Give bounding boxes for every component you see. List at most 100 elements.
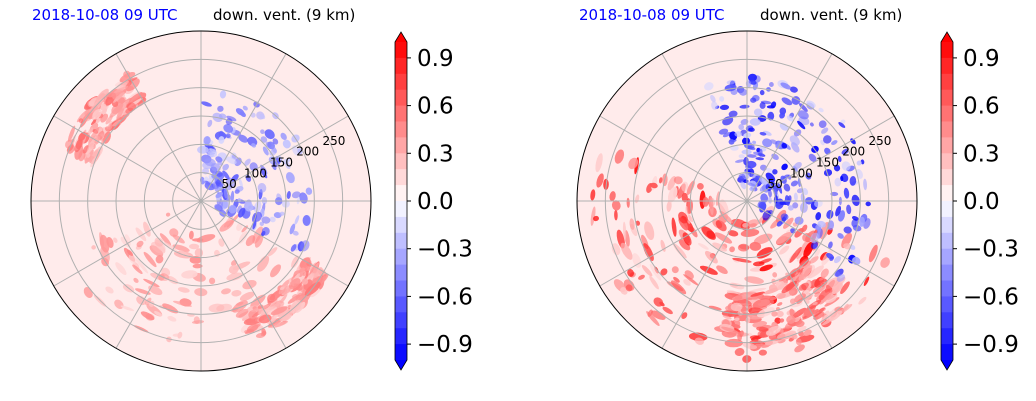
panel-1-date-label: 2018-10-08 09 UTC bbox=[32, 6, 178, 24]
field-blob bbox=[92, 109, 102, 120]
colorbar-level bbox=[941, 216, 953, 234]
field-blob bbox=[859, 216, 865, 227]
field-blob bbox=[280, 132, 287, 140]
field-blob bbox=[673, 243, 687, 259]
angular-gridline bbox=[53, 115, 202, 202]
field-blob bbox=[819, 291, 833, 305]
colorbar-extend-max bbox=[941, 32, 953, 42]
field-blob bbox=[230, 190, 235, 203]
field-blob bbox=[222, 199, 229, 209]
field-blob bbox=[290, 244, 297, 252]
field-blob bbox=[762, 130, 772, 136]
colorbar-level bbox=[941, 296, 953, 313]
field-blob bbox=[738, 173, 746, 179]
field-blob bbox=[260, 136, 268, 143]
field-blob bbox=[261, 216, 271, 224]
field-blob bbox=[734, 131, 742, 138]
field-blob bbox=[291, 255, 300, 269]
field-blob bbox=[273, 314, 279, 319]
colorbar-level bbox=[395, 42, 407, 59]
field-blob bbox=[792, 307, 807, 319]
field-blob bbox=[165, 212, 171, 217]
field-blob bbox=[813, 311, 825, 320]
field-blob bbox=[267, 247, 278, 257]
field-blob bbox=[748, 223, 757, 228]
field-blob bbox=[880, 257, 890, 268]
field-blob bbox=[245, 174, 252, 182]
field-blob bbox=[221, 288, 231, 295]
field-blob bbox=[84, 105, 98, 122]
colorbar-level bbox=[395, 201, 407, 218]
panel-2-field-label: down. vent. (9 km) bbox=[760, 6, 903, 24]
field-blob bbox=[789, 308, 795, 317]
field-blob bbox=[120, 305, 135, 312]
field-blob bbox=[82, 145, 90, 154]
field-blob bbox=[757, 307, 775, 318]
colorbar-level bbox=[941, 248, 953, 266]
field-blob bbox=[305, 187, 313, 195]
field-blob bbox=[169, 228, 179, 237]
colorbar-tick-label: 0.0 bbox=[417, 189, 454, 215]
field-blob bbox=[803, 329, 812, 336]
colorbar-tick-label: 0.9 bbox=[417, 46, 454, 72]
field-blob bbox=[818, 288, 831, 301]
field-blob bbox=[279, 211, 285, 216]
field-blob bbox=[590, 189, 596, 201]
field-blob bbox=[825, 284, 833, 293]
field-blob bbox=[159, 233, 172, 246]
field-blob bbox=[759, 102, 766, 109]
colorbar-level bbox=[395, 153, 407, 170]
field-blob bbox=[109, 103, 124, 118]
angular-gridline bbox=[599, 200, 748, 287]
colorbar-level bbox=[395, 185, 407, 202]
field-blob bbox=[846, 204, 852, 215]
field-blob bbox=[219, 90, 227, 99]
colorbar-level bbox=[941, 73, 953, 91]
field-blob bbox=[828, 241, 833, 249]
field-blob bbox=[818, 120, 827, 129]
field-blob bbox=[91, 245, 96, 250]
field-blob bbox=[688, 332, 708, 342]
field-blob bbox=[776, 220, 783, 227]
field-blob bbox=[753, 177, 763, 185]
field-blob bbox=[282, 158, 291, 165]
field-blob bbox=[667, 186, 678, 203]
field-blob bbox=[768, 284, 777, 292]
field-blob bbox=[626, 197, 630, 208]
field-blob bbox=[289, 223, 296, 235]
field-blob bbox=[288, 278, 301, 290]
field-blob bbox=[807, 265, 824, 279]
field-blob bbox=[753, 151, 765, 157]
field-blob bbox=[781, 97, 793, 106]
field-blob bbox=[781, 163, 788, 171]
field-blob bbox=[719, 96, 725, 102]
colorbar-level bbox=[941, 201, 953, 218]
field-blob bbox=[217, 105, 224, 112]
field-blob bbox=[768, 196, 772, 204]
colorbar-tick-label: −0.3 bbox=[417, 237, 473, 263]
field-blob bbox=[197, 145, 209, 154]
colorbar-tick-label: −0.6 bbox=[963, 284, 1019, 310]
field-blob bbox=[754, 338, 759, 343]
colorbar-level bbox=[941, 105, 953, 122]
field-blob bbox=[662, 306, 673, 315]
colorbar-level bbox=[395, 73, 407, 91]
colorbar-level bbox=[941, 57, 953, 75]
field-blob bbox=[728, 138, 735, 145]
field-blob bbox=[837, 233, 844, 239]
field-blob bbox=[730, 302, 743, 312]
angular-gridline bbox=[746, 115, 895, 202]
colorbar-tick-label: −0.3 bbox=[963, 237, 1019, 263]
colorbar-tick-label: 0.6 bbox=[417, 94, 454, 120]
field-blob bbox=[100, 131, 110, 145]
field-blob bbox=[759, 132, 767, 136]
colorbar-level bbox=[941, 89, 953, 107]
field-blob bbox=[757, 200, 766, 210]
field-blob bbox=[749, 118, 761, 126]
field-blob bbox=[777, 182, 783, 194]
field-blob bbox=[738, 124, 745, 130]
field-blob bbox=[137, 97, 147, 107]
field-blob bbox=[722, 314, 732, 320]
field-blob bbox=[99, 234, 110, 253]
field-blob bbox=[596, 173, 604, 188]
